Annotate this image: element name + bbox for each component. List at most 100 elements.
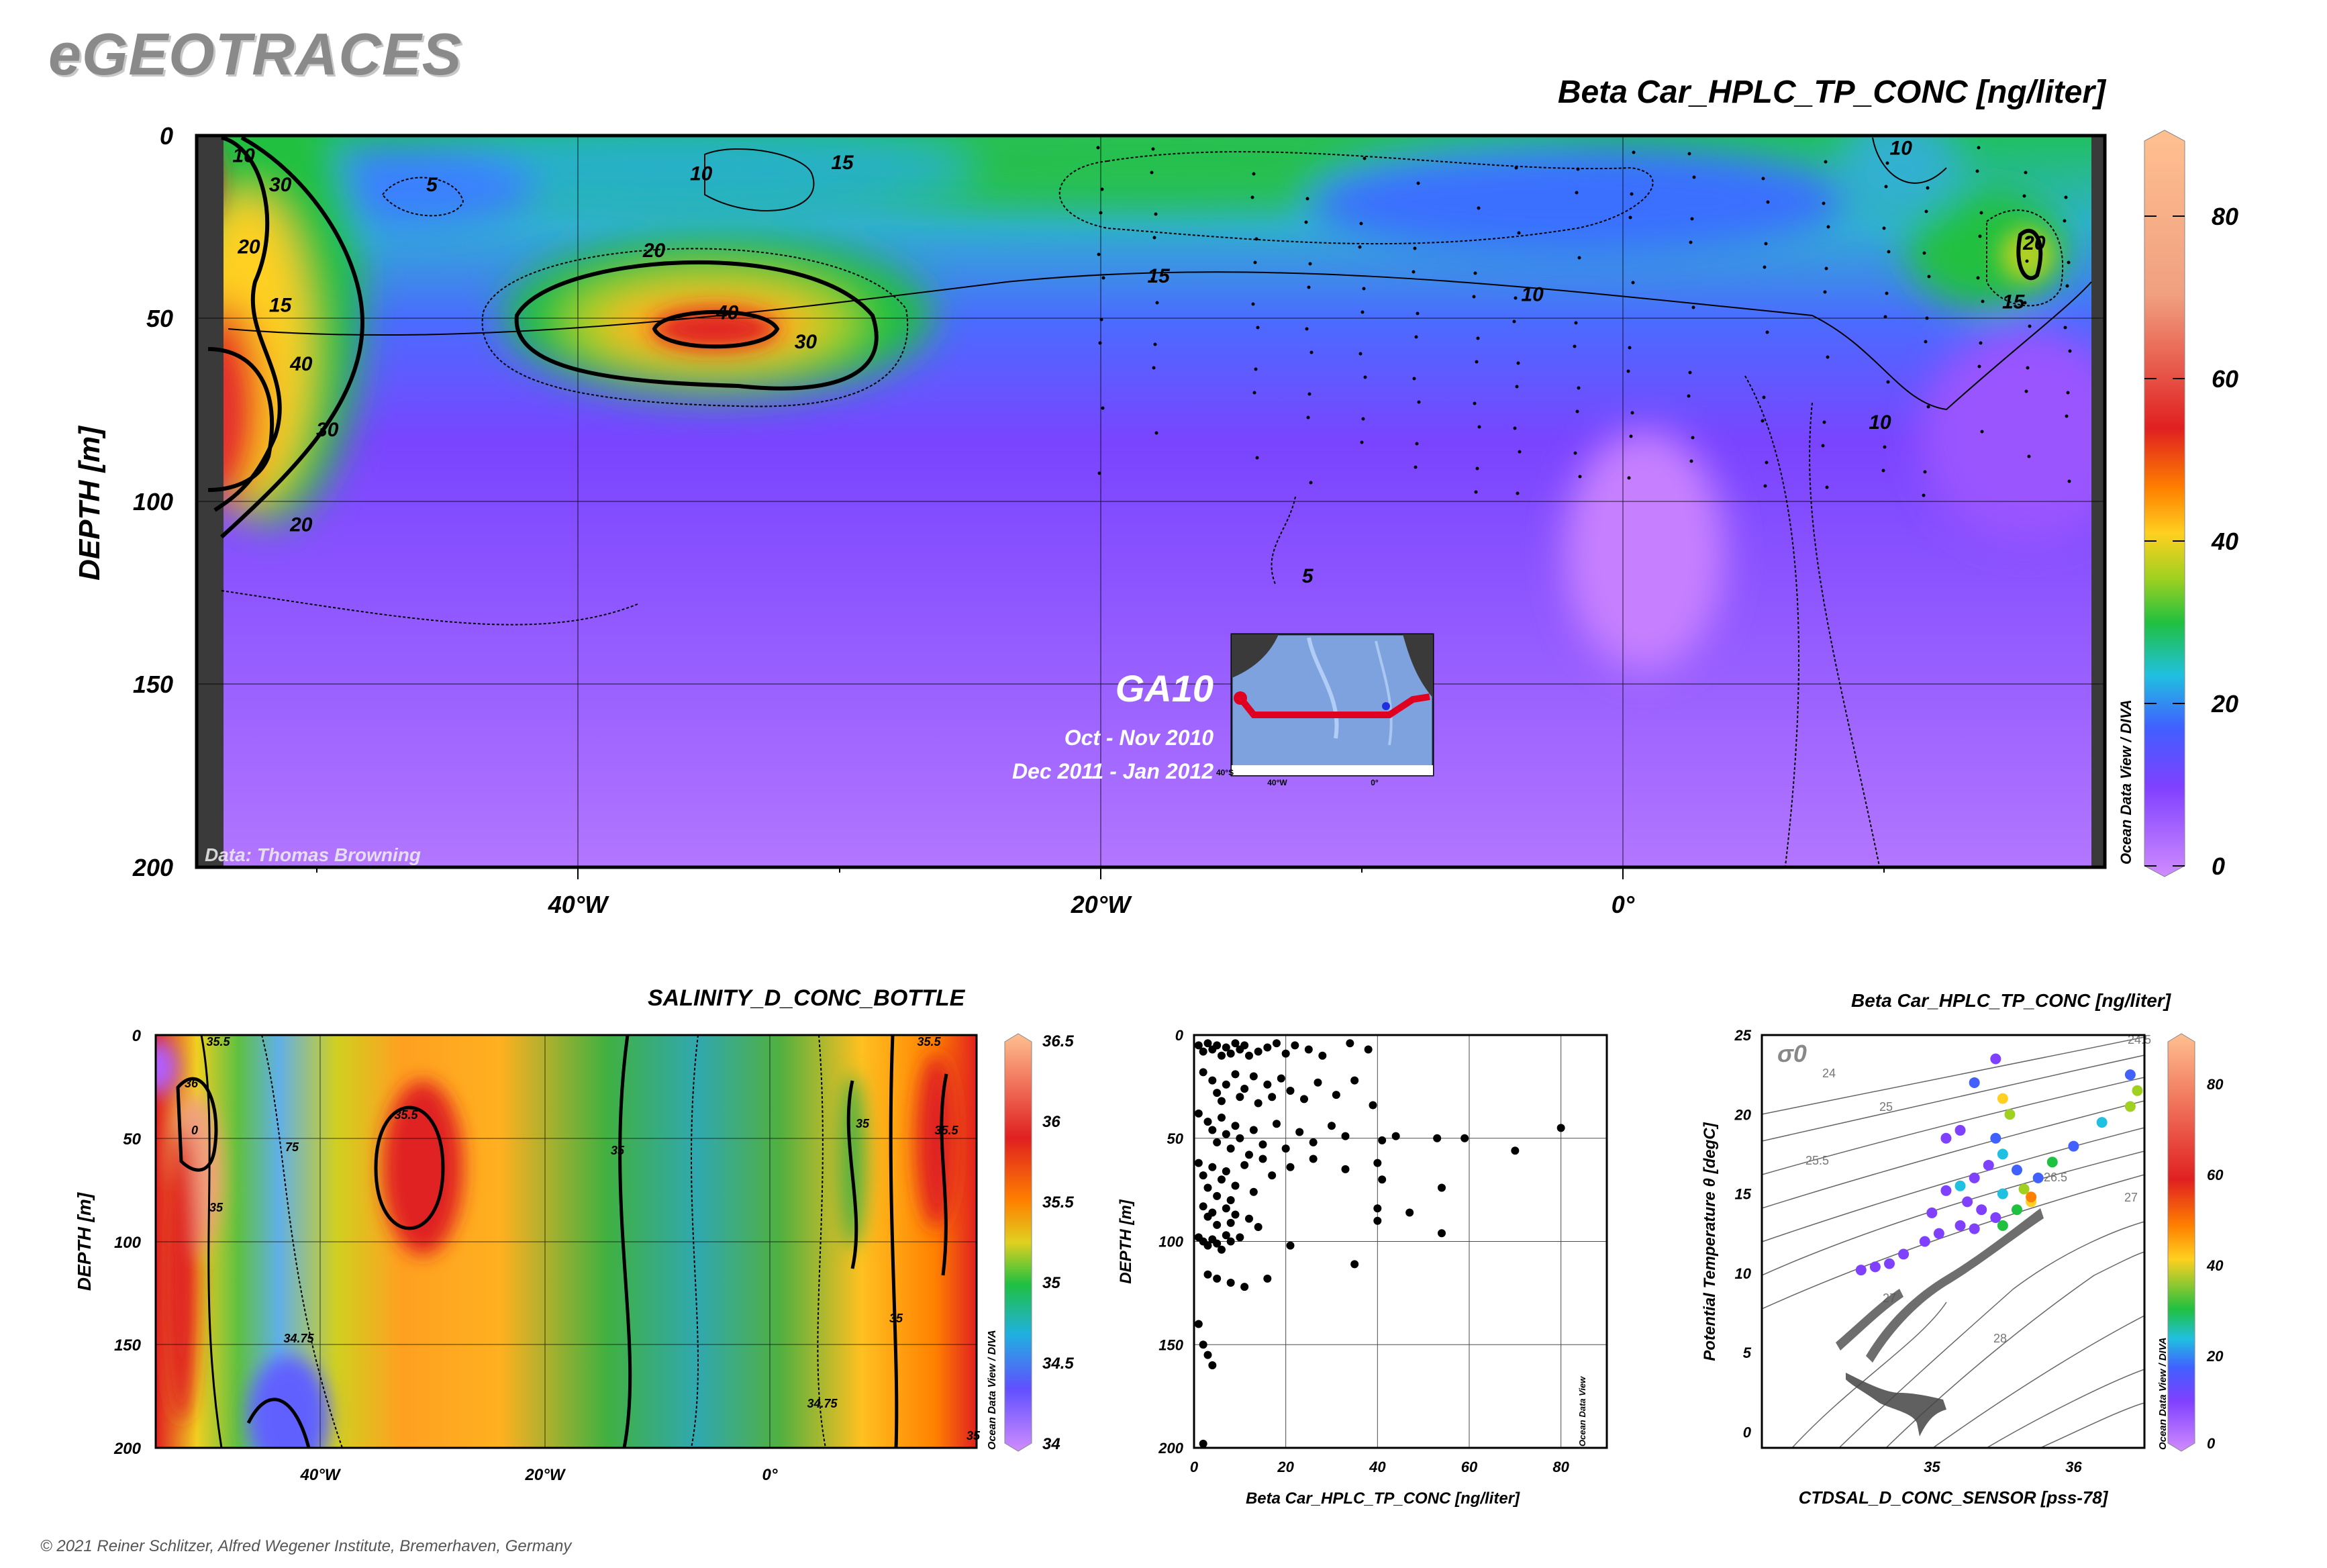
contour-label: 40	[715, 302, 739, 324]
ts-point	[1997, 1220, 2008, 1231]
scatter-point	[1438, 1229, 1446, 1238]
station-sample-dot	[1514, 166, 1518, 170]
scatter-point	[1208, 1361, 1217, 1369]
svg-text:0: 0	[132, 1027, 142, 1045]
station-sample-dot	[1885, 161, 1889, 165]
scatter-point	[1222, 1043, 1230, 1052]
x-tick-label: 40	[1369, 1459, 1386, 1475]
scatter-point	[1231, 1122, 1240, 1130]
scatter-point	[1240, 1161, 1249, 1169]
main-ytick-200: 200	[132, 854, 173, 881]
contour-label: 10	[232, 144, 255, 166]
inset-map: 40°W 0° 40°S	[1216, 633, 1434, 787]
station-sample-dot	[1475, 467, 1479, 471]
station-sample-dot	[2065, 414, 2069, 418]
station-sample-dot	[1689, 459, 1693, 463]
salinity-colorbar: 34 34.5 35 35.5 36 36.5	[1004, 1032, 1074, 1453]
ts-point	[1869, 1261, 1881, 1273]
main-contours	[207, 136, 2092, 867]
station-sample-dot	[1978, 234, 1982, 238]
salinity-contour-label: 35.5	[206, 1035, 230, 1048]
main-grid	[197, 136, 2105, 867]
scatter-point	[1226, 1144, 1235, 1153]
scatter-point	[1226, 1237, 1235, 1246]
contour-label: 5	[1302, 565, 1314, 587]
station-sample-dot	[1256, 326, 1260, 330]
scatter-point	[1240, 1283, 1249, 1291]
scatter-point	[1300, 1095, 1308, 1104]
station-sample-dot	[1474, 490, 1478, 494]
contour-label: 30	[795, 331, 818, 353]
scatter-point	[1226, 1049, 1235, 1058]
y-tick-label: 200	[1158, 1440, 1183, 1457]
salinity-contour-label: 75	[285, 1140, 299, 1154]
station-sample-dot	[1881, 469, 1885, 473]
contour-north-10	[1872, 137, 1947, 184]
station-sample-dot	[1763, 484, 1767, 488]
inset-cruise-label: GA10	[1116, 667, 1214, 709]
scatter-point	[1240, 1084, 1249, 1093]
salinity-contour-label: 35.5	[934, 1124, 958, 1137]
scatter-point	[1245, 1051, 1253, 1060]
y-tick-label: 5	[1743, 1344, 1752, 1361]
scatter-point	[1213, 1274, 1222, 1283]
scatter-point	[1231, 1210, 1240, 1219]
scatter-point	[1263, 1080, 1272, 1089]
station-sample-dot	[1254, 237, 1258, 241]
inset-tick-40s: 40°S	[1216, 768, 1234, 777]
scatter-point	[1218, 1245, 1226, 1254]
station-sample-dot	[1475, 360, 1479, 364]
scatter-point	[1332, 1091, 1340, 1099]
salinity-contour-label: 35	[967, 1429, 981, 1442]
station-sample-dot	[2027, 454, 2031, 458]
station-sample-dot	[1097, 252, 1101, 256]
station-sample-dot	[1887, 250, 1891, 254]
isopycnal-label: 24	[1822, 1067, 1836, 1080]
station-sample-dot	[1473, 401, 1477, 405]
station-sample-dot	[1307, 392, 1311, 396]
scatter-point	[1249, 1072, 1258, 1081]
station-sample-dot	[1150, 277, 1154, 281]
main-xtick-40w: 40°W	[548, 891, 609, 918]
station-sample-dot	[1923, 470, 1927, 474]
station-sample-dot	[1692, 175, 1696, 179]
ts-point	[1990, 1053, 2001, 1065]
station-sample-dot	[1306, 415, 1310, 420]
scatter-point	[1258, 1140, 1267, 1148]
inset-start-marker	[1234, 691, 1247, 705]
main-xtick-20w: 20°W	[1071, 891, 1132, 918]
y-tick-label: 20	[1734, 1106, 1752, 1123]
station-sample-dot	[1416, 181, 1420, 185]
ts-point	[1954, 1180, 1966, 1191]
station-sample-dot	[1979, 211, 1983, 215]
station-sample-dot	[1417, 400, 1421, 404]
ts-point	[2068, 1140, 2079, 1152]
scatter-point	[1203, 1270, 1212, 1279]
station-sample-dot	[2024, 389, 2028, 393]
scatter-point	[1231, 1181, 1240, 1190]
scatter-point	[1556, 1124, 1565, 1132]
scatter-point	[1245, 1214, 1253, 1223]
salinity-contour-label: 35	[209, 1201, 224, 1214]
scatter-point	[1268, 1171, 1277, 1180]
station-sample-dot	[1630, 411, 1634, 415]
scatter-point	[1341, 1165, 1350, 1173]
main-section-plot: 10 30 20 15 40 30 20 5 10 15 20 40 30 15 10 10 10 20 15 5 0…	[73, 122, 2238, 918]
station-sample-dot	[1766, 200, 1770, 204]
station-sample-dot	[1309, 350, 1314, 354]
station-sample-dot	[1154, 212, 1158, 216]
svg-text:36.5: 36.5	[1042, 1032, 1074, 1050]
station-sample-dot	[1691, 436, 1695, 440]
scatter-point	[1268, 1093, 1277, 1101]
scatter-point	[1433, 1134, 1442, 1142]
main-ytick-0: 0	[160, 122, 173, 150]
station-sample-dot	[1255, 456, 1259, 460]
scatter-point	[1405, 1208, 1414, 1217]
svg-text:20°W: 20°W	[525, 1466, 566, 1484]
main-ytick-50: 50	[146, 305, 173, 332]
scatter-point	[1511, 1146, 1520, 1155]
contour-5-deep	[1271, 496, 1296, 585]
scatter-point	[1194, 1109, 1203, 1118]
scatter-point	[1295, 1128, 1304, 1136]
ts-point	[2004, 1109, 2016, 1120]
